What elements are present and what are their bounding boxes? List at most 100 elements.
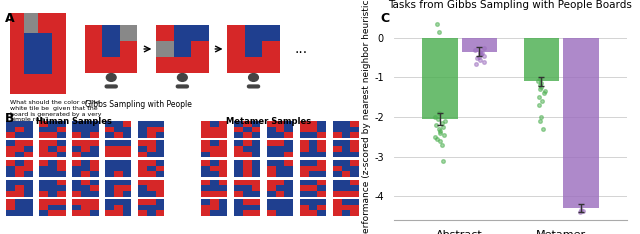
- Bar: [284, 205, 293, 210]
- Point: [575, 208, 586, 212]
- Bar: [90, 171, 99, 177]
- Bar: [114, 127, 123, 132]
- Bar: [114, 152, 123, 157]
- Bar: [147, 132, 156, 138]
- Point: [435, 139, 445, 143]
- Bar: [308, 191, 317, 197]
- Y-axis label: Performance (z-scored by nearest neighbor heuristic): Performance (z-scored by nearest neighbo…: [362, 0, 371, 234]
- Bar: [243, 205, 252, 210]
- Bar: [234, 205, 243, 210]
- Bar: [252, 166, 260, 171]
- Bar: [300, 179, 308, 185]
- Bar: [300, 160, 308, 166]
- Bar: [227, 57, 244, 73]
- Bar: [267, 146, 276, 152]
- Bar: [105, 127, 114, 132]
- Bar: [39, 179, 48, 185]
- Bar: [15, 121, 24, 127]
- Bar: [102, 41, 120, 57]
- Bar: [114, 179, 123, 185]
- Bar: [333, 121, 342, 127]
- Bar: [15, 185, 24, 191]
- Bar: [24, 132, 33, 138]
- Bar: [72, 185, 81, 191]
- Bar: [563, 38, 599, 208]
- Bar: [24, 74, 38, 94]
- Bar: [57, 205, 65, 210]
- Bar: [48, 160, 57, 166]
- Point: [539, 91, 549, 95]
- Bar: [147, 199, 156, 205]
- Bar: [138, 210, 147, 216]
- Bar: [317, 205, 326, 210]
- Bar: [317, 140, 326, 146]
- Bar: [48, 185, 57, 191]
- Bar: [284, 166, 293, 171]
- Bar: [156, 166, 164, 171]
- Bar: [342, 210, 350, 216]
- Bar: [234, 199, 243, 205]
- Bar: [105, 121, 114, 127]
- Bar: [210, 210, 219, 216]
- Bar: [284, 179, 293, 185]
- Bar: [267, 152, 276, 157]
- Bar: [138, 146, 147, 152]
- Point: [474, 55, 484, 59]
- Bar: [210, 199, 219, 205]
- Bar: [38, 54, 52, 74]
- Bar: [147, 210, 156, 216]
- Bar: [276, 127, 284, 132]
- Bar: [39, 210, 48, 216]
- Bar: [57, 152, 65, 157]
- Bar: [90, 127, 99, 132]
- Bar: [342, 121, 350, 127]
- Bar: [234, 121, 243, 127]
- Bar: [138, 160, 147, 166]
- Bar: [81, 199, 90, 205]
- Bar: [156, 210, 164, 216]
- Bar: [81, 210, 90, 216]
- Bar: [317, 210, 326, 216]
- Bar: [57, 171, 65, 177]
- Bar: [276, 152, 284, 157]
- Bar: [81, 132, 90, 138]
- Bar: [333, 127, 342, 132]
- Bar: [267, 185, 276, 191]
- Bar: [114, 199, 123, 205]
- Bar: [243, 185, 252, 191]
- Bar: [105, 191, 114, 197]
- Bar: [252, 127, 260, 132]
- Bar: [39, 205, 48, 210]
- Bar: [234, 160, 243, 166]
- Bar: [300, 140, 308, 146]
- Bar: [147, 191, 156, 197]
- Bar: [350, 191, 359, 197]
- Bar: [317, 179, 326, 185]
- Bar: [461, 38, 497, 52]
- Bar: [243, 121, 252, 127]
- Bar: [114, 166, 123, 171]
- Bar: [201, 121, 210, 127]
- Bar: [90, 210, 99, 216]
- Bar: [267, 191, 276, 197]
- Bar: [252, 205, 260, 210]
- Bar: [156, 132, 164, 138]
- Bar: [138, 179, 147, 185]
- Bar: [243, 146, 252, 152]
- Bar: [138, 132, 147, 138]
- Bar: [15, 205, 24, 210]
- Bar: [317, 199, 326, 205]
- Bar: [114, 132, 123, 138]
- Bar: [244, 25, 262, 41]
- Bar: [308, 179, 317, 185]
- Bar: [81, 171, 90, 177]
- Bar: [24, 33, 38, 54]
- Bar: [39, 191, 48, 197]
- Bar: [24, 171, 33, 177]
- Bar: [276, 171, 284, 177]
- Point: [430, 123, 440, 127]
- Bar: [210, 140, 219, 146]
- Point: [479, 60, 489, 63]
- Bar: [48, 152, 57, 157]
- Bar: [210, 160, 219, 166]
